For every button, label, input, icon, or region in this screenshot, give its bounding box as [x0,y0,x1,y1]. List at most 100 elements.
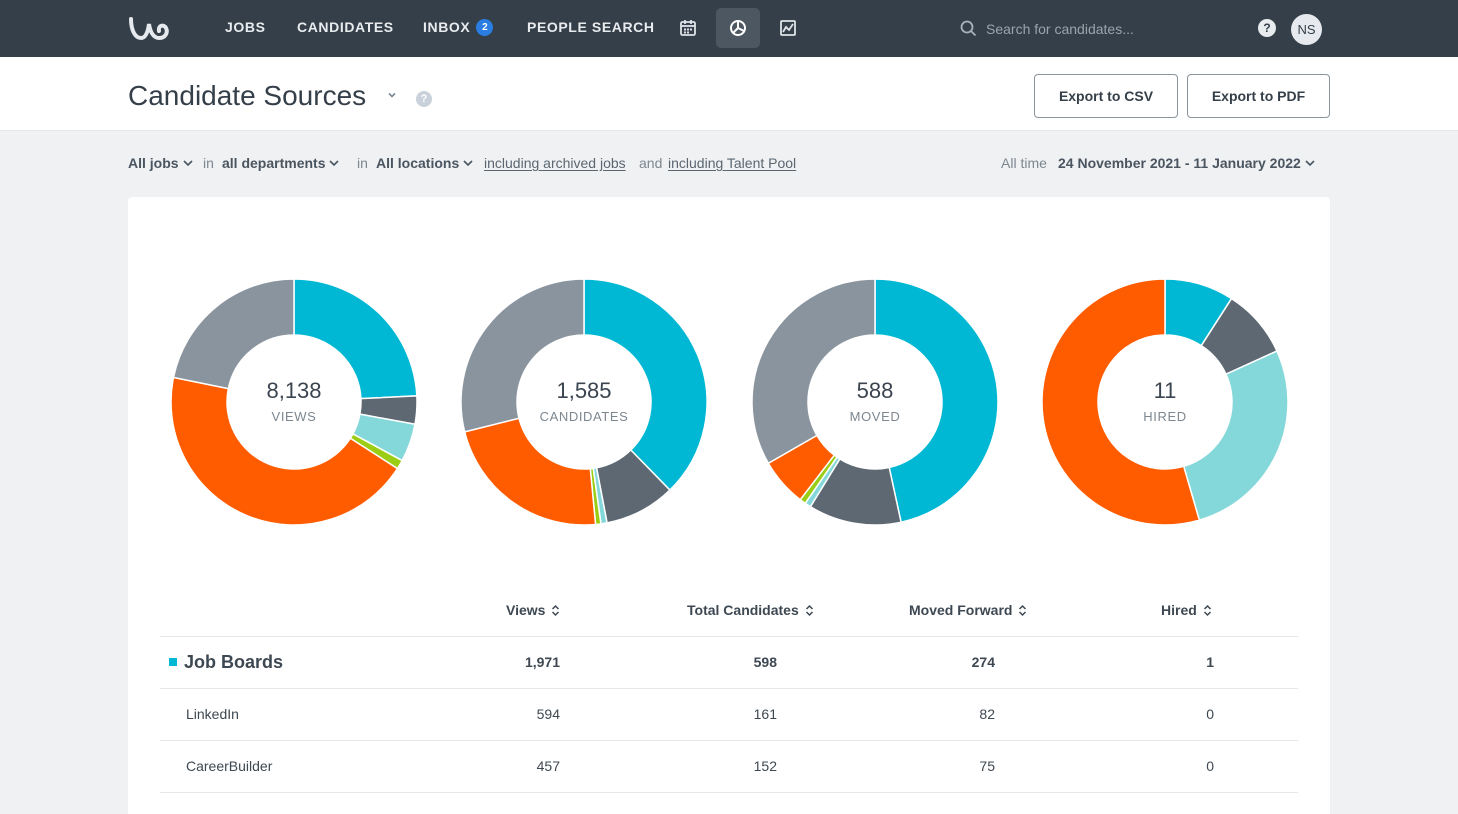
table-row-linkedin[interactable]: LinkedIn 594 161 82 0 [160,688,1298,740]
row-divider [160,636,1298,637]
moved-donut: 588 MOVED [752,279,998,525]
donut-slice-1-4[interactable] [463,417,597,525]
donut-slice-2-0[interactable] [874,279,998,524]
column-header-moved-forward[interactable]: Moved Forward [909,602,1027,618]
views-cell: 457 [536,758,560,774]
sort-icon [805,604,813,617]
departments-filter-label: all departments [222,155,326,171]
column-header-views[interactable]: Views [506,602,560,618]
donut-slice-0-5[interactable] [172,279,295,390]
help-icon[interactable]: ? [1258,19,1276,37]
locations-filter[interactable]: All locations [376,155,473,171]
period-label: All time [1001,155,1047,171]
views-cell: 1,971 [524,654,560,670]
hired-cell: 0 [1206,758,1214,774]
donut-value: 11 [1153,378,1177,403]
avatar[interactable]: NS [1291,14,1322,45]
donut-slice-0-4[interactable] [171,376,399,525]
talent-pool-link[interactable]: including Talent Pool [668,155,797,171]
row-divider [160,688,1298,689]
donut-slice-3-3[interactable] [1042,279,1201,525]
views-cell: 594 [536,706,560,722]
moved-cell: 75 [979,758,995,774]
hired-donut-chart [1042,279,1288,525]
archived-jobs-link[interactable]: including archived jobs [484,155,626,171]
moved-donut-chart [752,279,998,525]
donut-label: VIEWS [271,409,317,424]
table-row-careerbuilder[interactable]: CareerBuilder 457 152 75 0 [160,740,1298,792]
hired-donut: 11 HIRED [1042,279,1288,525]
nav-inbox[interactable]: INBOX 2 [423,0,494,57]
donut-value: 1,585 [556,378,612,403]
help-icon[interactable]: ? [416,91,432,107]
chevron-down-icon[interactable] [386,89,398,101]
search-input[interactable] [986,17,1196,41]
column-header-label: Views [506,602,546,618]
donut-slice-1-0[interactable] [583,279,707,492]
donut-value: 8,138 [266,378,322,403]
source-name: Job Boards [184,652,284,672]
donut-value: 588 [856,378,894,403]
donut-slice-1-5[interactable] [461,279,585,433]
donut-label: CANDIDATES [539,409,629,424]
candidates-cell: 152 [753,758,777,774]
donut-label: MOVED [849,409,901,424]
chevron-down-icon [1305,160,1315,167]
column-header-total-candidates[interactable]: Total Candidates [687,602,814,618]
jobs-filter[interactable]: All jobs [128,155,193,171]
nav-people-search[interactable]: PEOPLE SEARCH [527,19,655,35]
search-icon [960,20,977,37]
donut-slice-2-5[interactable] [752,279,876,465]
sort-icon [1019,604,1027,617]
date-range-picker[interactable]: 24 November 2021 - 11 January 2022 [1058,155,1315,171]
top-nav: JOBS CANDIDATES INBOX 2 PEOPLE SEARCH ? N… [0,0,1458,57]
nav-candidates[interactable]: CANDIDATES [297,19,394,35]
date-range-label: 24 November 2021 - 11 January 2022 [1058,155,1301,171]
locations-filter-label: All locations [376,155,460,171]
pie-chart-icon[interactable] [716,8,760,48]
line-chart-icon[interactable] [766,8,810,48]
export-pdf-button[interactable]: Export to PDF [1187,74,1330,118]
page-title[interactable]: Candidate Sources [128,80,367,111]
column-header-hired[interactable]: Hired [1161,602,1212,618]
chevron-down-icon [463,160,473,167]
departments-filter[interactable]: all departments [222,155,340,171]
nav-inbox-label: INBOX [423,19,471,35]
column-header-label: Total Candidates [687,602,799,618]
workable-logo[interactable] [128,14,174,42]
sort-icon [552,604,560,617]
candidates-cell: 161 [753,706,777,722]
hired-cell: 1 [1206,654,1214,670]
views-donut: 8,138 VIEWS [171,279,417,525]
views-donut-chart [171,279,417,525]
search-box[interactable] [960,17,1200,41]
hired-cell: 0 [1206,706,1214,722]
calendar-icon[interactable] [666,8,710,48]
job-boards-color-swatch [169,658,177,666]
table-row-job-boards[interactable]: Job Boards 1,971 598 274 1 [160,636,1298,688]
column-header-label: Moved Forward [909,602,1013,618]
donut-label: HIRED [1143,409,1187,424]
source-name: CareerBuilder [186,758,273,774]
candidates-donut-chart [461,279,707,525]
jobs-filter-label: All jobs [128,155,179,171]
candidates-cell: 598 [753,654,777,670]
moved-cell: 274 [971,654,995,670]
export-csv-button[interactable]: Export to CSV [1034,74,1178,118]
filter-connector: and [639,155,663,171]
source-name: LinkedIn [186,706,239,722]
page-header: Candidate Sources ? Export to CSV Export… [0,57,1458,131]
row-divider [160,740,1298,741]
filter-connector: in [357,155,368,171]
inbox-badge: 2 [476,19,494,36]
row-divider [160,792,1298,793]
candidates-donut: 1,585 CANDIDATES [461,279,707,525]
donut-slice-0-0[interactable] [293,279,417,400]
filter-connector: in [203,155,214,171]
nav-jobs[interactable]: JOBS [225,19,266,35]
chevron-down-icon [329,160,340,167]
chevron-down-icon [182,160,193,167]
column-header-label: Hired [1161,602,1197,618]
sort-icon [1203,604,1211,617]
donut-slice-3-2[interactable] [1182,350,1288,522]
